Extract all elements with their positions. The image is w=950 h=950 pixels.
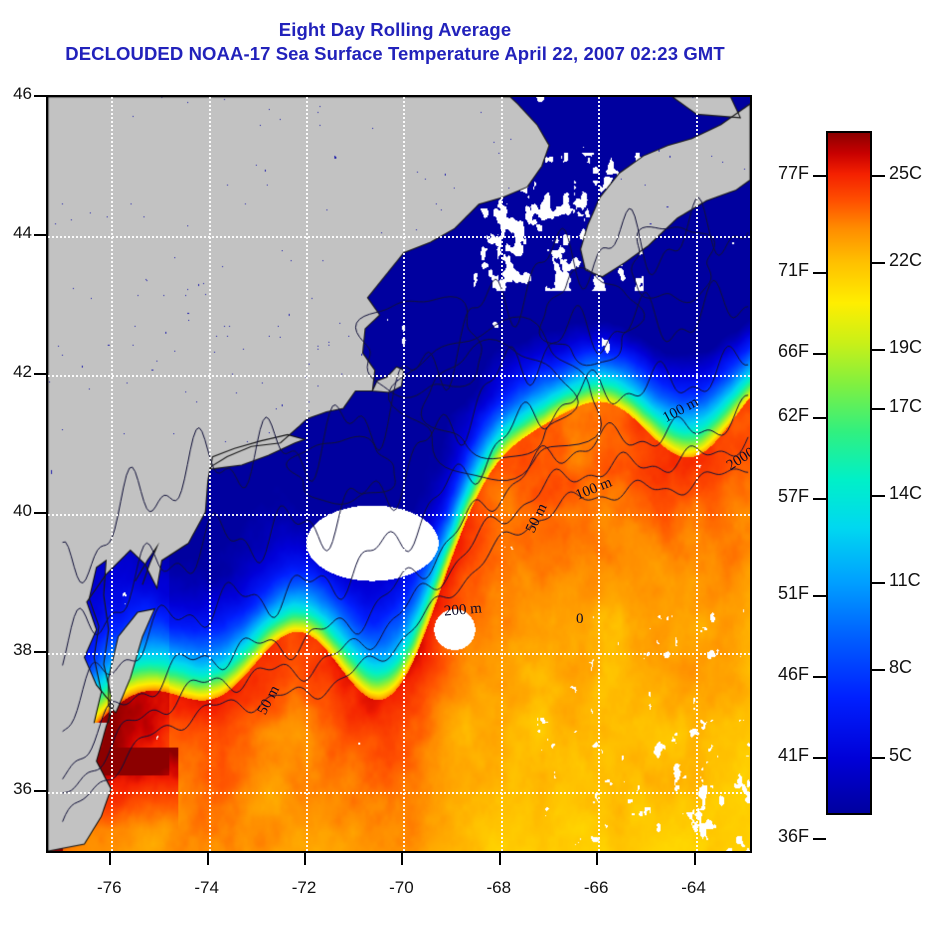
x-tick-2 bbox=[304, 853, 307, 865]
colorbar-tick-c-6 bbox=[872, 669, 885, 672]
x-tick-label-6: -64 bbox=[681, 878, 706, 897]
colorbar-tick-f-2 bbox=[813, 352, 826, 355]
x-tick-label-2: -72 bbox=[291, 878, 317, 897]
colorbar-tick-c-3 bbox=[872, 407, 885, 410]
colorbar-label-fahrenheit-1: 71F bbox=[777, 259, 809, 280]
colorbar-tick-f-6 bbox=[813, 675, 826, 678]
colorbar-label-celsius-6: 8C bbox=[889, 657, 913, 678]
x-tick-0 bbox=[109, 853, 112, 865]
x-tick-5 bbox=[596, 853, 599, 865]
colorbar-tick-c-5 bbox=[872, 582, 885, 585]
x-tick-1 bbox=[206, 853, 209, 865]
colorbar-tick-c-2 bbox=[872, 349, 885, 352]
colorbar-tick-c-1 bbox=[872, 261, 885, 264]
y-tick-label-0: 46 bbox=[13, 84, 32, 103]
y-tick-label-3: 40 bbox=[13, 501, 32, 521]
y-tick-2 bbox=[34, 373, 46, 376]
y-tick-5 bbox=[34, 790, 46, 793]
y-tick-label-1: 44 bbox=[13, 223, 32, 243]
colorbar-tick-f-3 bbox=[813, 417, 826, 420]
colorbar-label-fahrenheit-4: 57F bbox=[777, 486, 809, 507]
colorbar-label-fahrenheit-8: 36F bbox=[777, 825, 809, 846]
title-line-1: Eight Day Rolling Average bbox=[278, 19, 512, 40]
colorbar-label-celsius-3: 17C bbox=[889, 395, 923, 416]
colorbar-label-fahrenheit-2: 66F bbox=[777, 340, 809, 361]
colorbar-gradient bbox=[826, 131, 872, 815]
colorbar-tick-f-7 bbox=[813, 756, 826, 759]
y-tick-label-2: 42 bbox=[13, 362, 32, 382]
colorbar-tick-f-5 bbox=[813, 595, 826, 598]
x-tick-3 bbox=[401, 853, 404, 865]
x-tick-label-0: -76 bbox=[96, 878, 122, 897]
title-line-2: DECLOUDED NOAA-17 Sea Surface Temperatur… bbox=[65, 43, 725, 65]
colorbar-tick-f-0 bbox=[813, 174, 826, 177]
colorbar-label-fahrenheit-7: 41F bbox=[777, 744, 809, 765]
x-tick-label-5: -66 bbox=[583, 878, 609, 897]
colorbar-tick-f-1 bbox=[813, 271, 826, 274]
colorbar-label-fahrenheit-6: 46F bbox=[777, 663, 809, 684]
x-tick-6 bbox=[693, 853, 696, 865]
x-tick-label-1: -74 bbox=[194, 878, 219, 897]
colorbar-tick-f-8 bbox=[813, 837, 826, 840]
sst-heatmap-canvas bbox=[48, 97, 750, 851]
y-tick-3 bbox=[34, 512, 46, 515]
y-tick-0 bbox=[34, 95, 46, 97]
x-tick-label-3: -70 bbox=[389, 878, 414, 897]
x-tick-label-4: -68 bbox=[486, 878, 512, 897]
colorbar-tick-c-7 bbox=[872, 756, 885, 759]
colorbar-tick-c-0 bbox=[872, 174, 885, 177]
y-tick-4 bbox=[34, 651, 46, 654]
colorbar-label-celsius-2: 19C bbox=[889, 337, 923, 358]
y-tick-label-5: 36 bbox=[13, 779, 32, 799]
colorbar-label-fahrenheit-5: 51F bbox=[777, 583, 809, 604]
y-tick-1 bbox=[34, 234, 46, 237]
colorbar-label-celsius-1: 22C bbox=[889, 249, 923, 270]
y-tick-label-4: 38 bbox=[13, 640, 32, 660]
colorbar-group[interactable]: 25C 22C 19C 17C 14C 11C 8C 5C 77F 71F 66F 62F 57F 51F… bbox=[778, 131, 922, 846]
chart-title-block: Eight Day Rolling Average DECLOUDED NOAA… bbox=[0, 18, 790, 67]
colorbar-label-fahrenheit-3: 62F bbox=[777, 405, 809, 426]
colorbar-label-celsius-5: 11C bbox=[889, 570, 921, 591]
colorbar-tick-f-4 bbox=[813, 498, 826, 501]
colorbar-label-celsius-7: 5C bbox=[889, 744, 913, 765]
colorbar-tick-c-4 bbox=[872, 494, 885, 497]
x-tick-4 bbox=[498, 853, 501, 865]
colorbar-label-celsius-0: 25C bbox=[889, 162, 923, 183]
colorbar-label-celsius-4: 14C bbox=[889, 482, 923, 503]
colorbar-label-fahrenheit-0: 77F bbox=[777, 162, 809, 183]
